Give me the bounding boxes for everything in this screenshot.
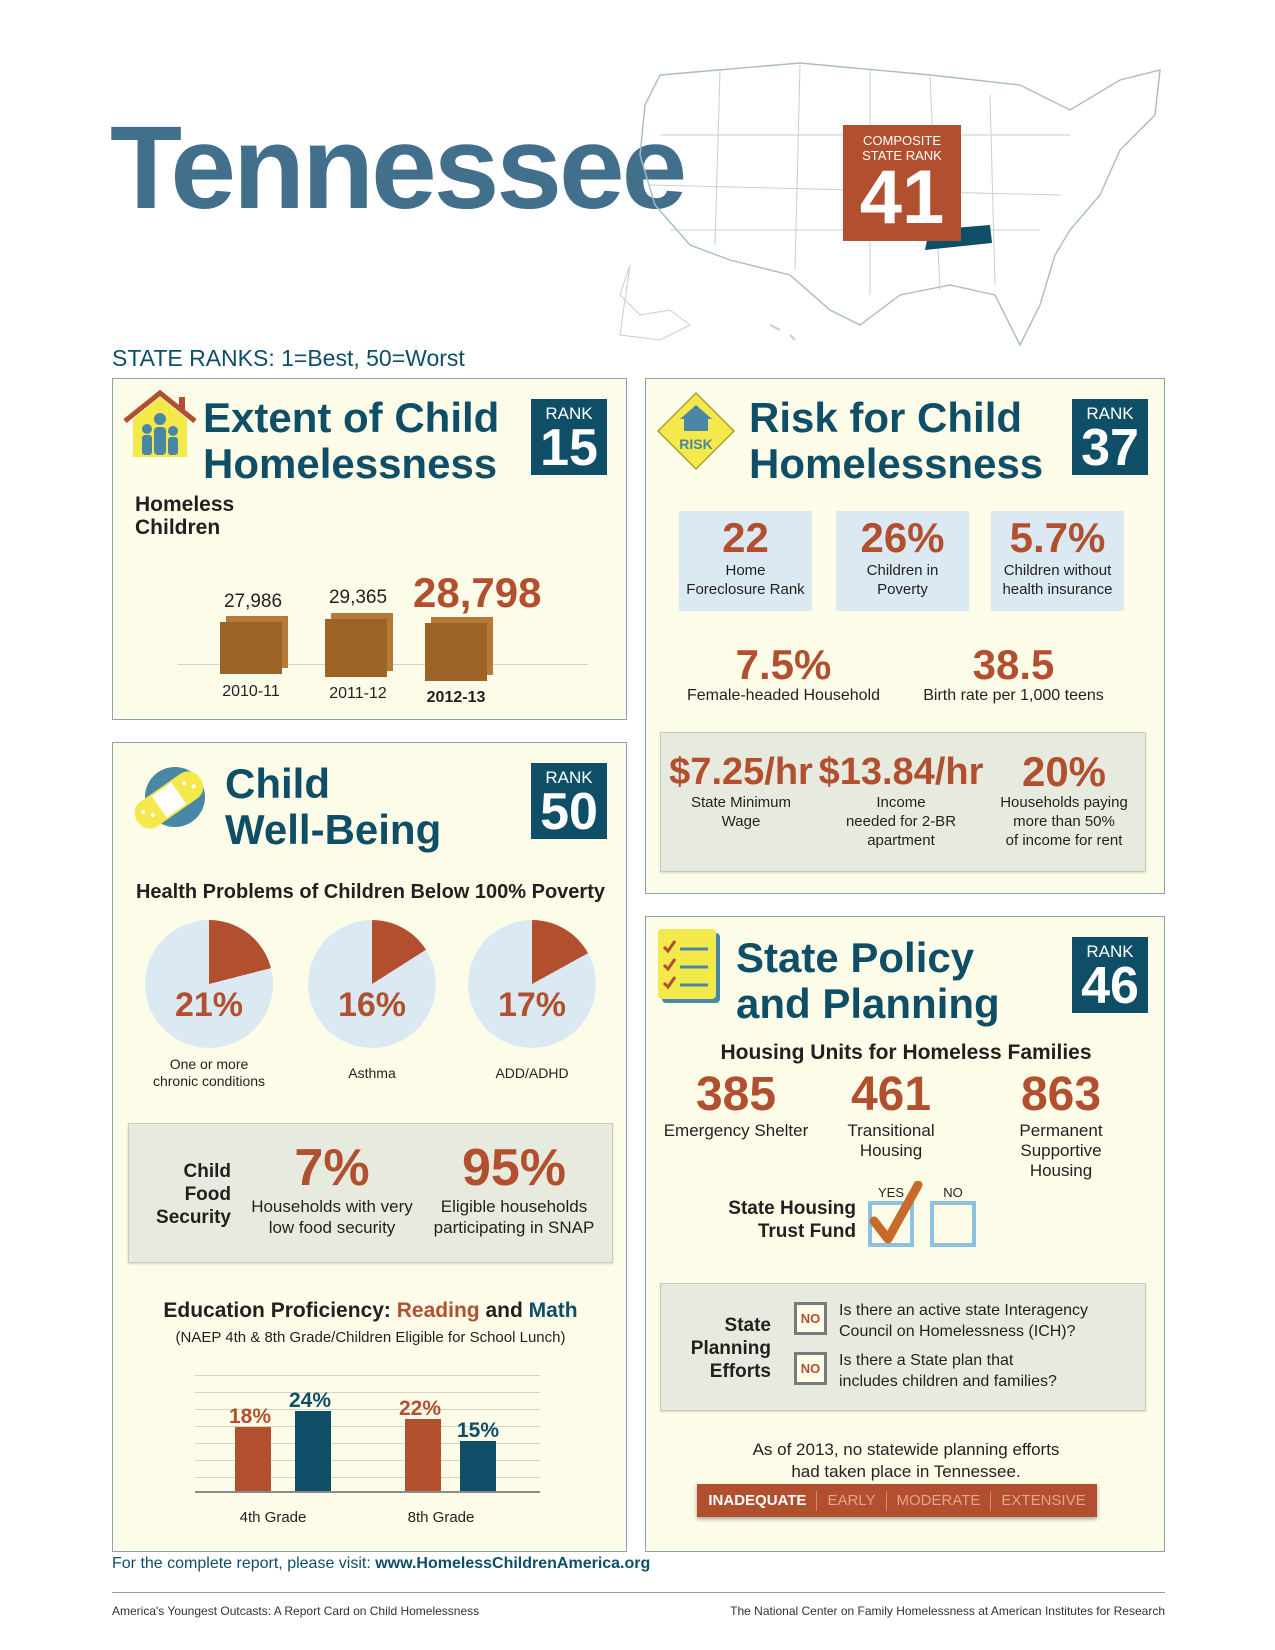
year-label: 2012-13 bbox=[426, 689, 486, 706]
extent-title: Extent of Child Homelessness bbox=[203, 394, 500, 487]
planning-box: State Planning Efforts NO Is there an acti… bbox=[660, 1283, 1146, 1411]
bar-label: 22% bbox=[399, 1397, 442, 1420]
bar-8th-reading bbox=[405, 1419, 441, 1491]
checklist-icon bbox=[658, 929, 720, 1003]
stat-low-food-security: 7% Households with very low food security bbox=[251, 1139, 413, 1237]
stat-income-needed: $13.84/hr Income needed for 2-BR apartment bbox=[818, 751, 984, 849]
stat-female-headed: 7.5% Female-headed Household bbox=[686, 641, 880, 705]
bar-label: 18% bbox=[229, 1405, 272, 1428]
pie-asthma bbox=[308, 920, 436, 1048]
bar-4th-reading bbox=[235, 1427, 271, 1491]
bandage-icon bbox=[134, 767, 205, 829]
state-plan-question: Is there a State plan that includes child… bbox=[839, 1352, 1057, 1390]
scale-inadequate: INADEQUATE bbox=[708, 1492, 807, 1509]
planning-note: As of 2013, no statewide planning effort… bbox=[752, 1440, 1060, 1481]
health-title: Health Problems of Children Below 100% P… bbox=[135, 881, 605, 903]
wage-box: $7.25/hr State Minimum Wage $13.84/hr Inc… bbox=[660, 732, 1146, 872]
no-checkbox bbox=[930, 1201, 976, 1247]
planning-scale: INADEQUATE EARLY MODERATE EXTENSIVE bbox=[697, 1484, 1097, 1517]
box-icon bbox=[425, 623, 487, 681]
stat-tile-foreclosure: 22 Home Foreclosure Rank bbox=[679, 511, 812, 611]
wellbeing-rank-badge: RANK 50 bbox=[531, 763, 607, 839]
scale-extensive: EXTENSIVE bbox=[1001, 1492, 1086, 1509]
stat-teen-birth-rate: 38.5 Birth rate per 1,000 teens bbox=[923, 641, 1104, 705]
year-value: 27,986 bbox=[223, 591, 283, 612]
bar-label: 24% bbox=[289, 1389, 332, 1412]
policy-rank-badge: RANK 46 bbox=[1072, 937, 1148, 1013]
pie-value: 21% bbox=[174, 986, 244, 1024]
checkmark-icon bbox=[869, 1181, 923, 1244]
report-link-line: For the complete report, please visit: w… bbox=[112, 1555, 651, 1572]
pie-chronic bbox=[145, 920, 273, 1048]
food-security-box: Child Food Security 7% Households with ver… bbox=[128, 1123, 613, 1263]
pie-adhd bbox=[468, 920, 596, 1048]
x-label: 4th Grade bbox=[239, 1509, 307, 1526]
edu-subtitle: (NAEP 4th & 8th Grade/Children Eligible … bbox=[175, 1329, 566, 1346]
unit-transitional: 461 Transitional Housing bbox=[847, 1068, 935, 1161]
edu-chart: 18% 24% 22% 15% bbox=[195, 1375, 540, 1493]
composite-rank-value: 41 bbox=[859, 155, 945, 240]
svg-text:RISK: RISK bbox=[679, 436, 712, 452]
risk-title: Risk for Child Homelessness bbox=[749, 394, 1044, 487]
ranks-legend: STATE RANKS: 1=Best, 50=Worst bbox=[112, 345, 465, 371]
extent-panel: Extent of Child Homelessness RANK 15 Homel… bbox=[112, 378, 627, 720]
stat-tile-insurance: 5.7% Children without health insurance bbox=[991, 511, 1124, 611]
footer-left: America's Youngest Outcasts: A Report Ca… bbox=[112, 1604, 480, 1618]
footer-divider bbox=[112, 1592, 1165, 1593]
edu-title: Education Proficiency: Reading and Math bbox=[163, 1299, 578, 1322]
extent-rank-badge: RANK 15 bbox=[531, 399, 607, 475]
year-label: 2010-11 bbox=[222, 683, 280, 700]
year-value-highlight: 28,798 bbox=[413, 569, 542, 616]
pie-label: Asthma bbox=[348, 1065, 396, 1081]
policy-title: State Policy and Planning bbox=[736, 934, 1000, 1027]
wellbeing-panel: Child Well-Being RANK 50 Health Problems o… bbox=[112, 742, 627, 1552]
unit-permanent: 863 Permanent Supportive Housing bbox=[1019, 1068, 1103, 1181]
stat-snap: 95% Eligible households participating in … bbox=[433, 1139, 595, 1237]
pie-value: 16% bbox=[337, 986, 407, 1024]
footer-right: The National Center on Family Homelessne… bbox=[730, 1604, 1165, 1618]
stat-rent-burden: 20% Households paying more than 50% of inc… bbox=[1000, 748, 1128, 850]
x-label: 8th Grade bbox=[407, 1509, 475, 1526]
wellbeing-title: Child Well-Being bbox=[225, 760, 442, 853]
bar-4th-math bbox=[295, 1411, 331, 1491]
risk-sign-icon: RISK bbox=[656, 391, 736, 471]
scale-early: EARLY bbox=[827, 1492, 876, 1509]
food-security-label: Child Food Security bbox=[156, 1161, 231, 1228]
pie-label: ADD/ADHD bbox=[495, 1065, 569, 1081]
report-link[interactable]: www.HomelessChildrenAmerica.org bbox=[375, 1555, 651, 1572]
house-family-icon bbox=[123, 389, 197, 457]
pie-value: 17% bbox=[497, 986, 567, 1024]
ich-question: Is there an active state Interagency Coun… bbox=[839, 1302, 1089, 1340]
stat-tile-poverty: 26% Children in Poverty bbox=[836, 511, 969, 611]
stat-min-wage: $7.25/hr State Minimum Wage bbox=[669, 751, 813, 830]
no-label: NO bbox=[943, 1185, 963, 1200]
bar-label: 15% bbox=[457, 1419, 500, 1442]
composite-rank-badge: COMPOSITE STATE RANK 41 bbox=[843, 125, 961, 241]
policy-panel: State Policy and Planning RANK 46 Housing … bbox=[645, 916, 1165, 1552]
box-icon bbox=[220, 622, 282, 674]
composite-label: COMPOSITE STATE RANK bbox=[862, 133, 942, 163]
page-title: Tennessee bbox=[110, 102, 687, 234]
bar-8th-math bbox=[460, 1441, 496, 1491]
scale-moderate: MODERATE bbox=[896, 1492, 981, 1509]
trust-fund-label: State Housing Trust Fund bbox=[728, 1198, 856, 1242]
planning-label: State Planning Efforts bbox=[690, 1315, 771, 1382]
risk-panel: RISK Risk for Child Homelessness RANK 37 2… bbox=[645, 378, 1165, 894]
ich-answer: NO bbox=[794, 1302, 827, 1335]
pie-label: One or more chronic conditions bbox=[152, 1056, 266, 1089]
homeless-children-label: Homeless Children bbox=[135, 493, 235, 539]
yes-label: YES bbox=[877, 1185, 904, 1200]
risk-rank-badge: RANK 37 bbox=[1072, 399, 1148, 475]
unit-emergency: 385 Emergency Shelter bbox=[663, 1068, 809, 1141]
housing-title: Housing Units for Homeless Families bbox=[720, 1041, 1092, 1064]
state-plan-answer: NO bbox=[794, 1352, 827, 1385]
box-icon bbox=[325, 619, 387, 677]
year-value: 29,365 bbox=[328, 587, 388, 608]
year-label: 2011-12 bbox=[329, 685, 387, 702]
